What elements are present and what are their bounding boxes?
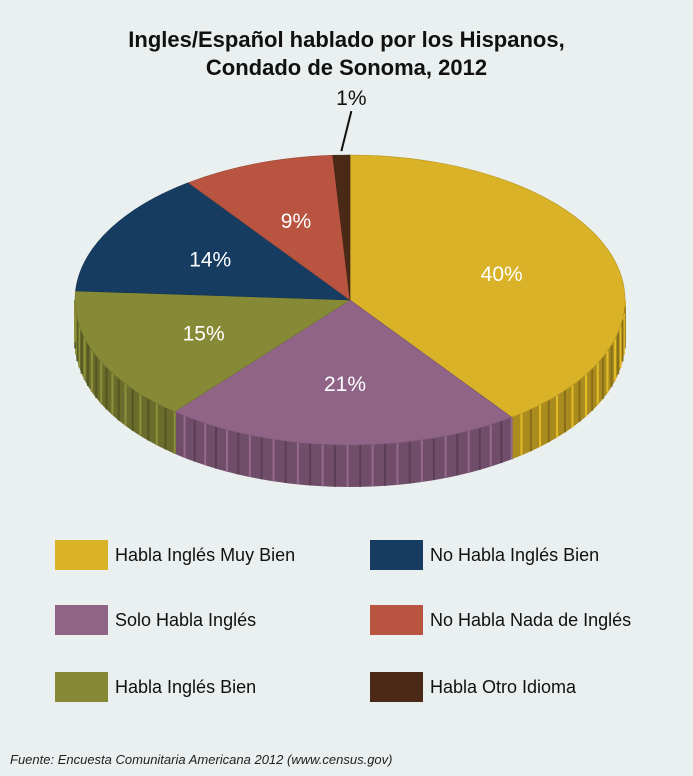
- pie-slice-habla-otro-idioma: [332, 154, 351, 301]
- pie-slice-habla-ingles-bien: [74, 290, 351, 413]
- legend-label-solo-ingles: Solo Habla Inglés: [115, 610, 257, 630]
- legend-swatch-nada: [370, 605, 423, 635]
- data-label-habla-ingles-muy-bien: 40%: [481, 263, 523, 286]
- pie-side-habla-ingles-bien: [75, 300, 175, 454]
- pie-chart: 40% 21% 15% 14% 9% 1%: [74, 87, 626, 487]
- legend-label-otro-idioma: Habla Otro Idioma: [430, 677, 577, 697]
- legend-swatch-solo-ingles: [55, 605, 108, 635]
- legend-label-nada: No Habla Nada de Inglés: [430, 610, 632, 630]
- pie-top: [74, 154, 626, 446]
- data-label-habla-otro-idioma: 1%: [336, 87, 366, 110]
- legend-swatch-muy-bien: [55, 540, 108, 570]
- chart-title-line-2: Condado de Sonoma, 2012: [205, 55, 488, 80]
- data-label-habla-ingles-bien: 15%: [183, 322, 225, 345]
- legend-label-no-bien: No Habla Inglés Bien: [430, 545, 600, 565]
- source-note: Fuente: Encuesta Comunitaria Americana 2…: [10, 752, 393, 767]
- legend-swatch-no-bien: [370, 540, 423, 570]
- pie-side-solo-habla-ingles: [174, 411, 512, 487]
- legend-swatch-otro-idioma: [370, 672, 423, 702]
- pie-side-walls: [74, 300, 626, 487]
- chart-title: Ingles/Español hablado por los Hispanos,…: [0, 26, 693, 82]
- legend-swatch-bien: [55, 672, 108, 702]
- legend-label-bien: Habla Inglés Bien: [115, 677, 257, 697]
- pie-slice-habla-ingles-muy-bien: [349, 154, 626, 418]
- chart-title-line-1: Ingles/Español hablado por los Hispanos,: [128, 27, 565, 52]
- data-label-solo-habla-ingles: 21%: [324, 373, 366, 396]
- leader-line-habla-otro-idioma: [340, 110, 353, 152]
- pie-slice-no-habla-nada-de-ingles: [187, 154, 351, 301]
- data-label-no-habla-nada-de-ingles: 9%: [281, 210, 311, 233]
- legend-label-muy-bien: Habla Inglés Muy Bien: [115, 545, 296, 565]
- pie-slice-no-habla-ingles-bien: [75, 182, 351, 301]
- data-label-no-habla-ingles-bien: 14%: [189, 248, 231, 271]
- pie-slice-solo-habla-ingles: [174, 299, 513, 446]
